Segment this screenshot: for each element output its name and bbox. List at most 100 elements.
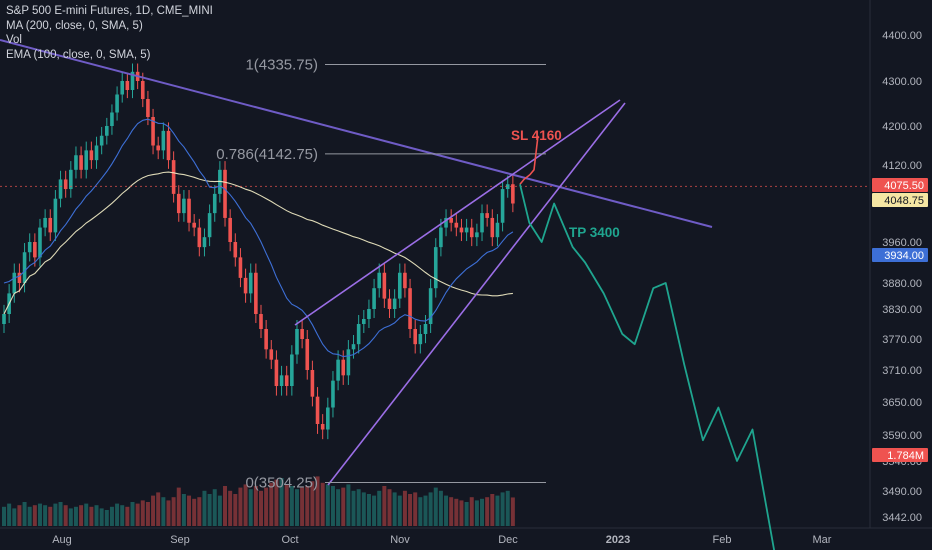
volume-bar — [305, 486, 310, 526]
volume-bar — [413, 492, 418, 526]
candle-body — [341, 359, 346, 376]
volume-bar — [109, 506, 114, 526]
volume-bar — [264, 487, 269, 526]
price-tick-label: 3710.00 — [882, 365, 922, 377]
candle-body — [146, 99, 150, 117]
candle-body — [511, 184, 515, 204]
candle-body — [377, 272, 382, 289]
volume-bar — [454, 498, 459, 526]
legend-vol[interactable]: Vol — [6, 34, 22, 46]
volume-bar — [233, 494, 238, 526]
volume-bar — [94, 505, 99, 526]
candle-body — [38, 227, 42, 258]
volume-bar — [53, 503, 58, 526]
candle-body — [48, 217, 53, 233]
candle-body — [197, 227, 202, 248]
volume-bar — [464, 502, 469, 526]
candle-body — [254, 272, 258, 314]
volume-bar — [433, 487, 438, 526]
price-axis-badge: 4048.75 — [872, 193, 928, 207]
volume-bar — [423, 495, 428, 526]
candle-body — [485, 213, 489, 218]
volume-bar — [248, 489, 253, 526]
volume-bar — [310, 481, 315, 526]
volume-bar — [490, 494, 495, 526]
chart-legend: S&P 500 E-mini Futures, 1D, CME_MINI MA … — [6, 4, 213, 62]
candle-body — [207, 213, 212, 238]
volume-bar — [284, 484, 289, 526]
candle-body — [397, 272, 402, 299]
price-tick-label: 3590.00 — [882, 430, 922, 442]
candle-body — [326, 407, 330, 430]
candle-body — [505, 184, 510, 190]
price-badge-bg — [872, 193, 928, 207]
time-axis: Aug Sep Oct Nov Dec 2023 Feb Mar — [52, 534, 832, 546]
candle-body — [69, 169, 73, 190]
legend-ema[interactable]: EMA (100, close, 0, SMA, 5) — [6, 48, 151, 61]
price-tick-label: 3880.00 — [882, 278, 922, 290]
volume-bar — [73, 506, 78, 526]
candle-body — [320, 424, 325, 430]
wedge-upper-line — [294, 99, 621, 326]
candle-body — [264, 329, 268, 350]
candle-body — [310, 370, 315, 397]
volume-bar — [32, 505, 37, 526]
volume-bar — [495, 495, 500, 526]
legend-symbol[interactable]: S&P 500 E-mini Futures, 1D, CME_MINI — [6, 5, 213, 17]
price-tick-label: 3960.00 — [882, 237, 922, 249]
candle-body — [423, 324, 428, 334]
candle-body — [351, 344, 356, 350]
volume-bar — [48, 506, 53, 526]
volume-bar — [459, 500, 464, 526]
volume-bar — [140, 500, 145, 526]
volume-bar — [294, 489, 299, 526]
volume-bar — [171, 497, 176, 526]
volume-bar — [217, 495, 222, 526]
volume-bar — [474, 500, 479, 526]
price-tick-label: 3650.00 — [882, 397, 922, 409]
candle-body — [259, 314, 263, 329]
candle-body — [279, 375, 284, 386]
candle-body — [130, 71, 135, 90]
legend-ma[interactable]: MA (200, close, 0, SMA, 5) — [6, 19, 143, 32]
price-tick-label: 4200.00 — [882, 121, 922, 133]
price-badge-label: 4048.75 — [884, 195, 924, 207]
volume-bar — [402, 490, 407, 526]
volume-bar — [130, 502, 135, 526]
candle-body — [151, 117, 155, 146]
candle-body — [22, 252, 27, 283]
volume-bar — [428, 492, 433, 526]
candle-body — [346, 349, 351, 376]
candle-body — [469, 227, 474, 238]
time-tick-label: Nov — [390, 534, 410, 546]
candle-series — [2, 63, 515, 440]
candle-body — [387, 298, 392, 309]
volume-bar — [63, 505, 68, 526]
candle-body — [408, 288, 412, 329]
volume-bar — [253, 486, 258, 526]
candle-body — [192, 222, 196, 228]
price-tick-label: 3442.00 — [882, 512, 922, 524]
candle-body — [233, 242, 238, 258]
volume-bar — [181, 494, 186, 526]
candle-body — [187, 198, 191, 223]
candle-body — [12, 272, 17, 294]
volume-bar — [438, 490, 443, 526]
volume-bar — [135, 503, 140, 526]
candle-body — [176, 193, 181, 214]
candle-body — [459, 227, 464, 233]
volume-bar — [58, 502, 63, 526]
price-tick-label: 4400.00 — [882, 30, 922, 42]
volume-bar — [145, 502, 150, 526]
candle-body — [84, 150, 89, 170]
candle-body — [475, 232, 479, 238]
price-axis-badge: 4075.50 — [872, 178, 928, 192]
volume-bar — [99, 508, 104, 526]
volume-bar — [228, 490, 233, 526]
volume-bar — [197, 497, 202, 526]
candle-body — [413, 329, 417, 345]
candle-body — [464, 227, 469, 233]
volume-bar — [274, 479, 279, 526]
